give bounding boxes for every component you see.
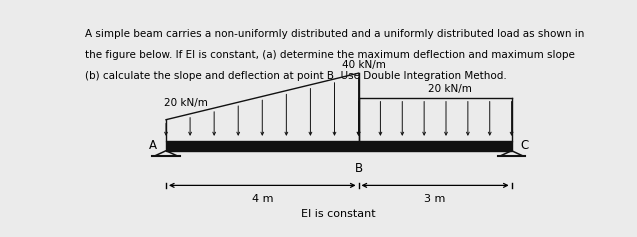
Text: EI is constant: EI is constant [301,209,376,219]
Text: C: C [520,139,529,152]
Text: A: A [149,139,157,152]
Text: 3 m: 3 m [424,194,446,204]
Bar [166,141,512,151]
Text: the figure below. If EI is constant, (a) determine the maximum deflection and ma: the figure below. If EI is constant, (a)… [85,50,575,60]
Text: 40 kN/m: 40 kN/m [341,60,385,70]
Text: (b) calculate the slope and deflection at point B. Use Double Integration Method: (b) calculate the slope and deflection a… [85,71,506,81]
Text: A simple beam carries a non-uniformly distributed and a uniformly distributed lo: A simple beam carries a non-uniformly di… [85,29,584,39]
Text: B: B [354,162,362,175]
Text: 20 kN/m: 20 kN/m [428,84,472,94]
Text: 4 m: 4 m [252,194,273,204]
Text: 20 kN/m: 20 kN/m [164,98,208,108]
